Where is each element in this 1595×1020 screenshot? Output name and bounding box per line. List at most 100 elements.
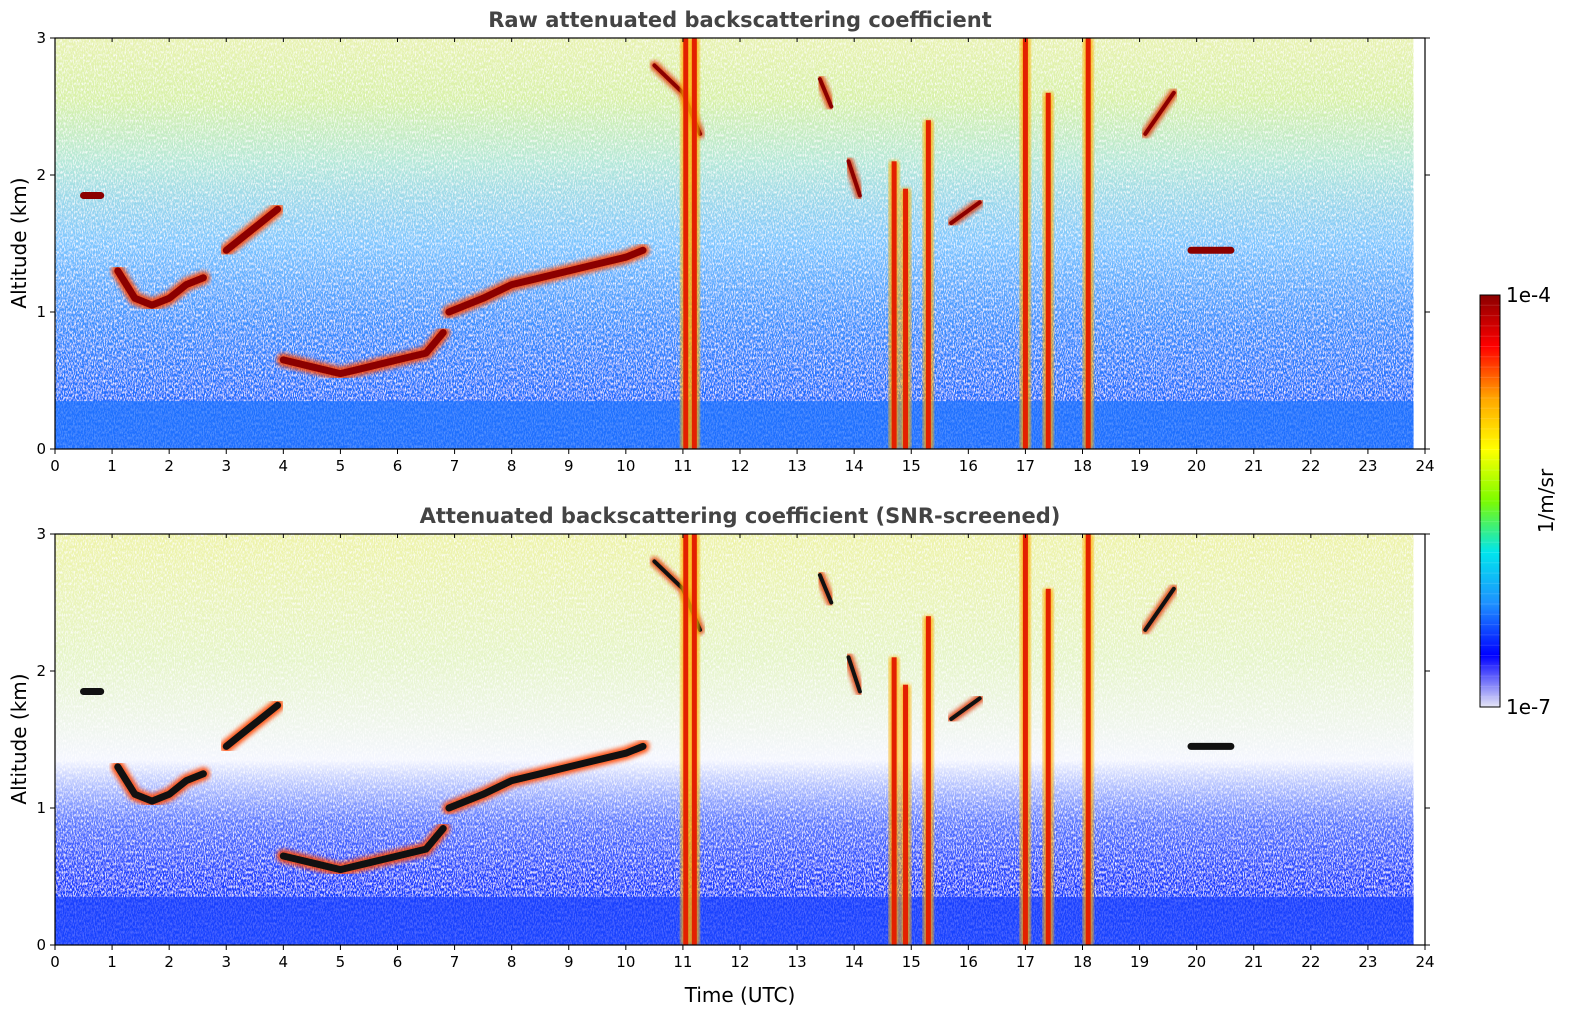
cirrus-streak [817, 573, 834, 605]
colorbar-max-label: 1e-4 [1506, 283, 1551, 307]
x-tick-label: 24 [1415, 457, 1434, 475]
y-tick-label: 1 [36, 303, 46, 321]
cloud-layer [222, 205, 282, 254]
x-tick-label: 19 [1130, 457, 1149, 475]
x-tick-label: 6 [393, 953, 403, 971]
x-tick-label: 0 [50, 457, 60, 475]
x-tick-label: 2 [164, 953, 174, 971]
y-tick-label: 1 [36, 799, 46, 817]
x-tick-label: 17 [1016, 953, 1035, 971]
y-axis: 0 1 2 3 [36, 29, 1430, 458]
plume-core [1085, 38, 1091, 449]
heatmap-raw [55, 38, 1425, 449]
y-tick-label: 3 [36, 525, 46, 543]
cirrus-streak [949, 200, 982, 225]
cirrus-streak [846, 159, 862, 198]
x-tick-label: 15 [902, 457, 921, 475]
plume-core [903, 684, 909, 945]
x-tick-label: 24 [1415, 953, 1434, 971]
x-tick-label: 12 [730, 953, 749, 971]
x-tick-label: 11 [673, 953, 692, 971]
plume-core [1022, 38, 1028, 449]
x-tick-label: 7 [450, 953, 460, 971]
x-tick-label: 14 [845, 953, 864, 971]
cirrus-streak [949, 696, 982, 721]
x-tick-label: 8 [507, 953, 517, 971]
x-tick-label: 8 [507, 457, 517, 475]
plume-core [683, 38, 689, 449]
x-tick-label: 23 [1358, 457, 1377, 475]
x-axis-label: Time (UTC) [684, 983, 796, 1007]
colorbar-unit-label: 1/m/sr [1534, 468, 1558, 533]
plume-core [891, 161, 897, 449]
x-tick-label: 20 [1187, 457, 1206, 475]
cirrus-streak [1143, 586, 1176, 632]
raw-backscatter-panel: Raw attenuated backscattering coefficien… [7, 8, 1435, 475]
x-tick-label: 21 [1244, 457, 1263, 475]
plume-core [691, 38, 697, 449]
cirrus-streak [817, 77, 834, 109]
boundary-layer [55, 897, 1414, 945]
panel-title: Attenuated backscattering coefficient (S… [420, 504, 1061, 528]
x-tick-label: 17 [1016, 457, 1035, 475]
x-tick-label: 1 [107, 953, 117, 971]
plume-core [1045, 92, 1051, 449]
cloud-layer [222, 701, 282, 750]
plume-core [891, 657, 897, 945]
x-tick-label: 5 [336, 953, 346, 971]
y-tick-label: 2 [36, 662, 46, 680]
x-axis: 0 1 2 3 4 5 6 7 8 9 10 11 12 13 14 15 16 17 18 19 20 21 22 23 24 [50, 38, 1435, 475]
cirrus-streak [846, 655, 862, 694]
colorbar-gradient [1479, 294, 1501, 708]
cloud-layer [114, 267, 207, 309]
no-data-region [1413, 38, 1425, 449]
colorbar-steps [1480, 304, 1500, 698]
x-tick-label: 9 [564, 457, 574, 475]
x-tick-label: 23 [1358, 953, 1377, 971]
x-tick-label: 16 [959, 457, 978, 475]
x-tick-label: 18 [1073, 457, 1092, 475]
x-axis: 0 1 2 3 4 5 6 7 8 9 10 11 12 13 14 15 16 17 18 19 20 21 22 23 24 [50, 534, 1435, 971]
cloud-layer [445, 246, 647, 316]
x-tick-label: 2 [164, 457, 174, 475]
plume-core [1022, 534, 1028, 945]
x-tick-label: 14 [845, 457, 864, 475]
colorbar-min-label: 1e-7 [1506, 695, 1551, 719]
cloud-layer [279, 329, 447, 378]
x-tick-label: 12 [730, 457, 749, 475]
x-tick-label: 15 [902, 953, 921, 971]
x-tick-label: 3 [221, 953, 231, 971]
cloud-layer [445, 742, 647, 812]
x-tick-label: 4 [279, 457, 289, 475]
background-field [55, 534, 1414, 945]
no-data-region [1413, 534, 1425, 945]
x-tick-label: 3 [221, 457, 231, 475]
x-tick-label: 20 [1187, 953, 1206, 971]
x-tick-label: 10 [616, 457, 635, 475]
colorbar: 1e-4 1e-7 1/m/sr [1479, 283, 1558, 719]
cloud-layer [279, 825, 447, 874]
x-tick-label: 21 [1244, 953, 1263, 971]
plume-core [903, 188, 909, 449]
x-tick-label: 7 [450, 457, 460, 475]
x-tick-label: 13 [788, 457, 807, 475]
y-axis-label: Altitude (km) [7, 177, 31, 308]
x-tick-label: 22 [1301, 953, 1320, 971]
plume-core [1045, 588, 1051, 945]
y-tick-label: 2 [36, 166, 46, 184]
boundary-layer [55, 401, 1414, 449]
x-tick-label: 4 [279, 953, 289, 971]
x-tick-label: 5 [336, 457, 346, 475]
y-tick-label: 3 [36, 29, 46, 47]
x-tick-label: 0 [50, 953, 60, 971]
x-tick-label: 1 [107, 457, 117, 475]
background-field [55, 38, 1414, 449]
cloud-layer [114, 763, 207, 805]
plume-core [925, 616, 931, 945]
x-tick-label: 13 [788, 953, 807, 971]
y-axis-label: Altitude (km) [7, 673, 31, 804]
x-tick-label: 9 [564, 953, 574, 971]
cirrus-streak [1143, 90, 1176, 136]
snr-screened-panel: Attenuated backscattering coefficient (S… [7, 504, 1435, 1007]
